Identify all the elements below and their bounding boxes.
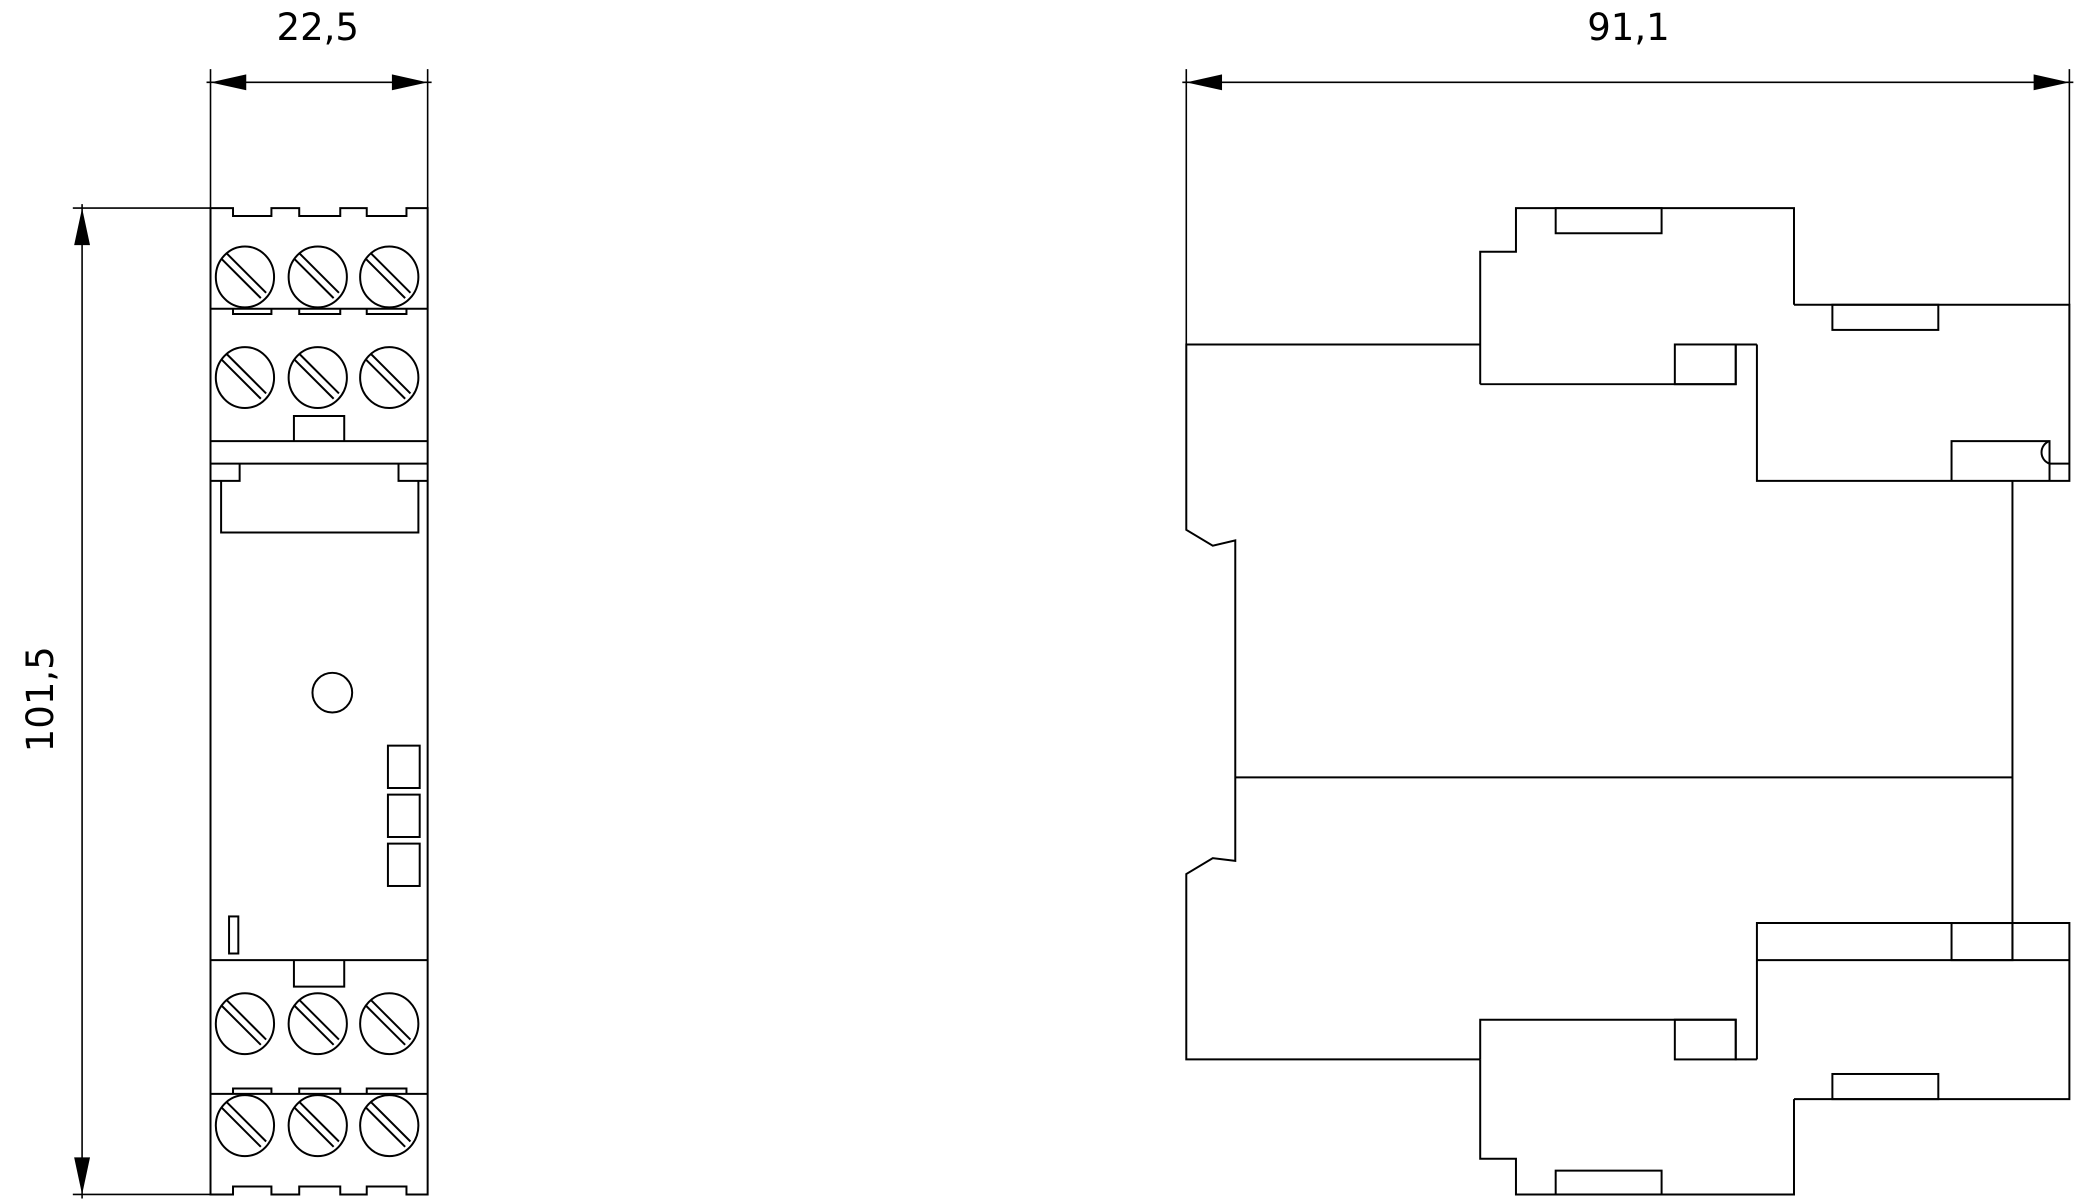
terminal-screw-icon (287, 346, 348, 410)
label-slot (228, 915, 240, 955)
depth-dimension: 91,1 (1182, 6, 2074, 345)
relay-front-body (209, 207, 429, 1196)
terminal-screw-icon (359, 346, 420, 410)
status-led (311, 671, 354, 714)
indicator-window (386, 793, 421, 838)
terminal-screw-icon (214, 245, 276, 309)
width-dimension: 22,5 (206, 6, 432, 209)
terminal-screw-icon (359, 245, 420, 309)
terminal-screw-icon (287, 992, 348, 1056)
depth-dimension-label: 91,1 (1587, 6, 1670, 49)
indicator-window (386, 744, 421, 789)
indicator-window (386, 842, 421, 887)
terminal-screw-icon (287, 1094, 348, 1158)
height-dimension: 101,5 (19, 204, 211, 1199)
terminal-screws (214, 245, 420, 1158)
width-dimension-label: 22,5 (276, 6, 359, 49)
terminal-screw-icon (359, 1094, 420, 1158)
terminal-screw-icon (214, 992, 276, 1056)
terminal-screw-icon (214, 1094, 276, 1158)
side-view: 91,1 (1182, 6, 2074, 1196)
front-view: 22,5 101,5 (19, 6, 432, 1199)
terminal-screw-icon (214, 346, 276, 410)
terminal-screw-icon (287, 245, 348, 309)
height-dimension-label: 101,5 (19, 646, 62, 752)
terminal-screw-icon (359, 992, 420, 1056)
relay-side-body (1185, 207, 2071, 1196)
